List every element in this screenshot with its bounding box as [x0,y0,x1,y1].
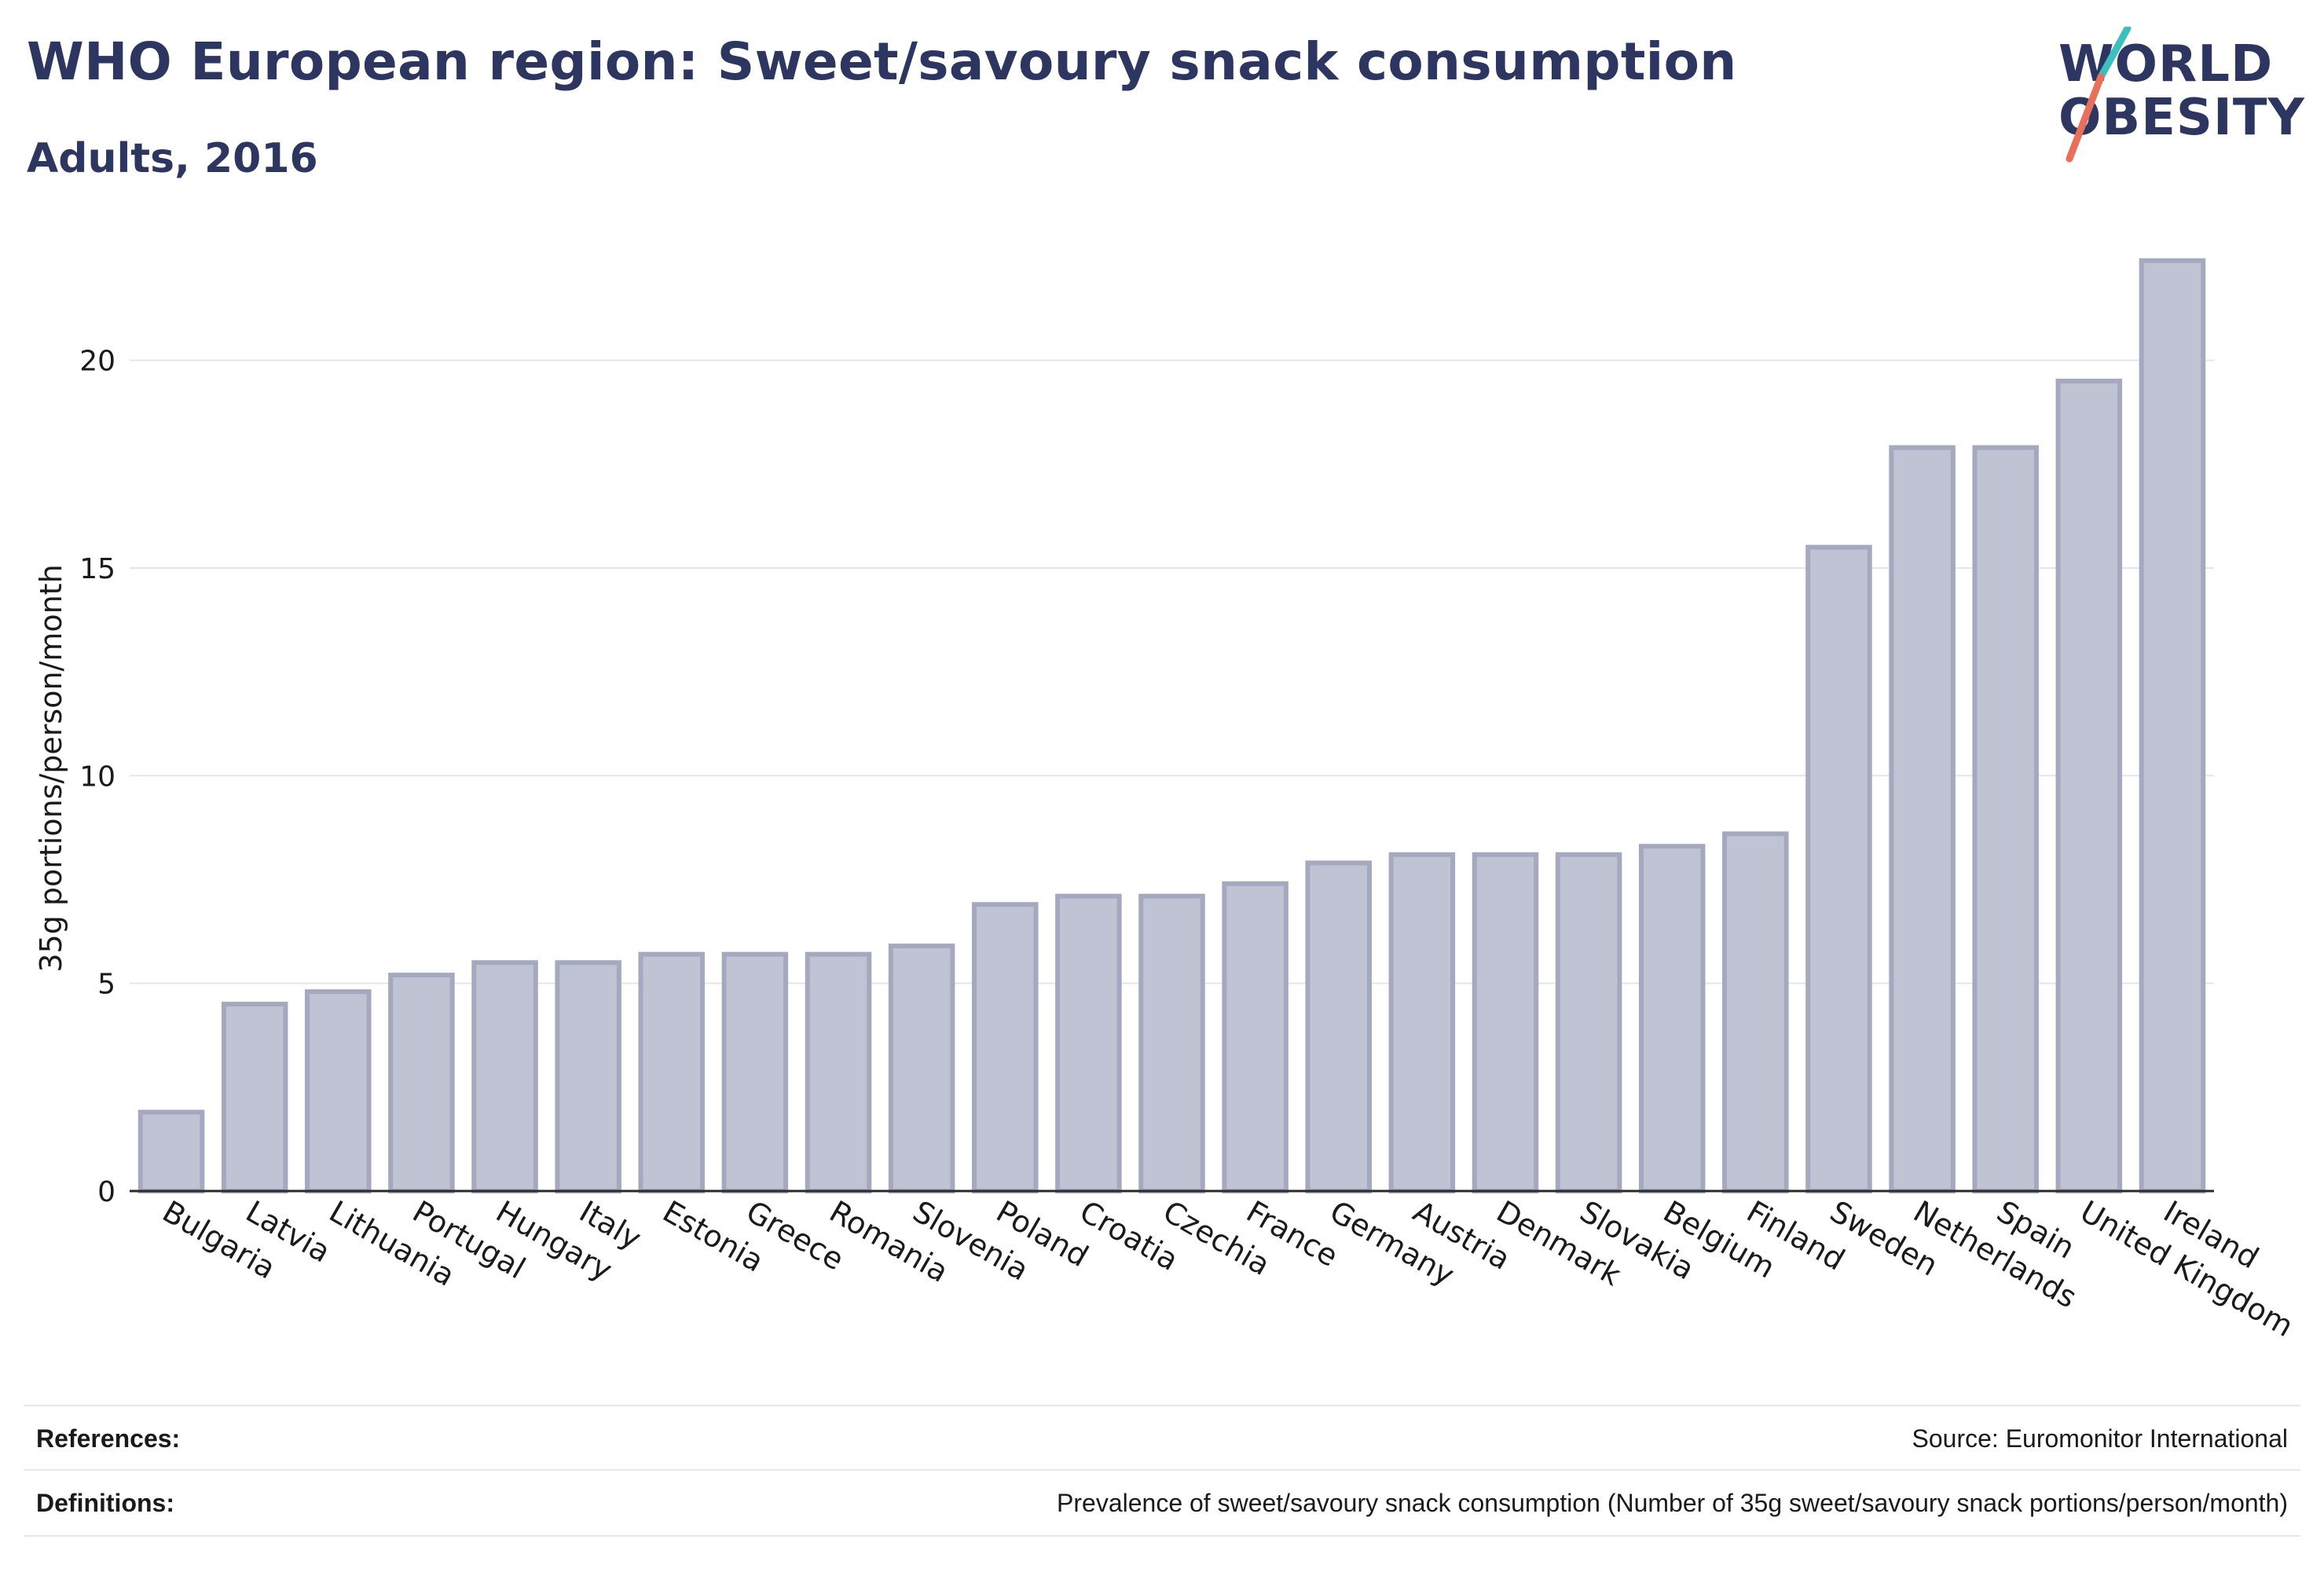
chart-subtitle: Adults, 2016 [27,135,318,182]
bar-latvia [221,1002,288,1194]
bar-austria [1388,852,1456,1193]
y-axis-label: 35g portions/person/month [34,564,68,972]
bar-slovakia [1555,852,1622,1193]
bar-denmark [1472,852,1539,1193]
bar-chart: 0 5 10 15 20 BulgariaLatviaLithuaniaPortugal… [34,258,2300,1344]
bar-united-kingdom [2055,379,2123,1194]
bar-germany [1305,860,1373,1193]
bar-romania [805,951,872,1194]
bar-sweden [1805,544,1872,1193]
world-obesity-logo: WORLD OBESITY [2043,27,2310,168]
y-tick-label: 10 [79,761,115,793]
references-label: References: [36,1424,181,1453]
bar-estonia [638,951,706,1194]
bar-lithuania [305,989,372,1193]
y-tick-label: 20 [79,346,115,378]
bar-spain [1972,445,2039,1194]
logo-slash-icon [2066,27,2132,163]
bar-hungary [471,960,538,1194]
references-source: Source: Euromonitor International [1912,1424,2288,1453]
y-tick-label: 15 [79,553,115,585]
bar-czechia [1138,893,1205,1193]
bar-finland [1722,831,1789,1193]
bar-greece [721,951,789,1194]
logo-line-1: WORLD [2058,35,2274,93]
bar-netherlands [1889,445,1956,1194]
bar-portugal [388,973,455,1193]
bar-ireland [2139,258,2206,1194]
y-tick-labels: 0 5 10 15 20 [79,346,115,1208]
chart-title: WHO European region: Sweet/savoury snack… [27,31,1737,92]
bar-italy [555,960,621,1194]
bar-france [1222,881,1288,1193]
references-row: References: Source: Euromonitor Internat… [24,1405,2300,1471]
x-tick-labels: BulgariaLatviaLithuaniaPortugalHungaryIt… [157,1194,2300,1344]
bar-poland [971,902,1039,1193]
definitions-text: Prevalence of sweet/savoury snack consum… [1057,1489,2288,1517]
definitions-label: Definitions: [36,1489,174,1517]
bar-croatia [1055,893,1122,1193]
y-tick-label: 5 [97,969,115,1001]
y-tick-label: 0 [97,1176,115,1208]
logo-line-2: OBESITY [2058,89,2305,147]
bar-slovenia [888,944,955,1193]
bar-belgium [1638,844,1706,1193]
bar-bulgaria [137,1109,205,1194]
bars [137,258,2206,1194]
definitions-row: Definitions: Prevalence of sweet/savoury… [24,1469,2300,1537]
